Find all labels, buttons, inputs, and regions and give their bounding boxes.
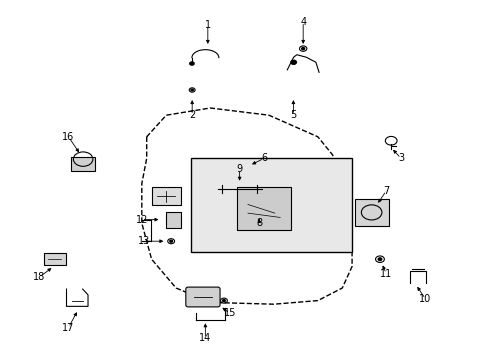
Text: 7: 7 (383, 186, 388, 196)
Bar (190, 158, 351, 252)
Circle shape (290, 60, 296, 64)
Text: 16: 16 (62, 132, 75, 142)
Text: 14: 14 (199, 333, 211, 343)
Bar (237, 187, 290, 230)
Text: 10: 10 (418, 294, 431, 304)
Text: 3: 3 (397, 153, 403, 163)
Text: 17: 17 (62, 323, 75, 333)
Text: 8: 8 (256, 218, 262, 228)
Text: 9: 9 (236, 164, 242, 174)
Circle shape (377, 258, 381, 261)
Circle shape (301, 48, 304, 50)
Circle shape (189, 62, 194, 65)
Bar (44, 253, 65, 265)
Text: 6: 6 (261, 153, 266, 163)
Text: 5: 5 (290, 110, 296, 120)
Text: 18: 18 (33, 272, 45, 282)
Text: 1: 1 (204, 20, 210, 30)
Text: 11: 11 (379, 269, 392, 279)
Text: 15: 15 (223, 308, 236, 318)
Text: 2: 2 (189, 110, 195, 120)
Circle shape (191, 89, 193, 91)
Text: 4: 4 (300, 17, 305, 27)
Bar (166, 212, 181, 228)
Text: 13: 13 (138, 236, 150, 246)
Bar (354, 199, 388, 226)
Bar (71, 157, 95, 171)
Circle shape (222, 300, 225, 302)
FancyBboxPatch shape (185, 287, 220, 307)
Circle shape (169, 240, 172, 242)
Bar (151, 187, 181, 205)
Text: 12: 12 (135, 215, 148, 225)
